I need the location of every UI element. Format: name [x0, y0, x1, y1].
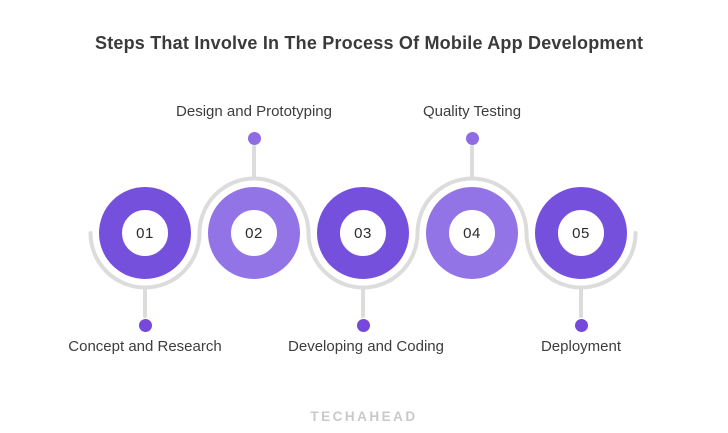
dot-step5: [574, 319, 588, 332]
step-number-02: 02: [245, 224, 263, 242]
page-title: Steps That Involve In The Process Of Mob…: [95, 33, 644, 53]
step-circle-05: 05: [535, 187, 627, 279]
step-number-04: 04: [463, 224, 481, 242]
step-circle-01: 01: [99, 187, 191, 279]
step-number-03: 03: [354, 224, 372, 242]
step-circle-02: 02: [208, 187, 300, 279]
step-label-quality-testing: Quality Testing: [422, 103, 522, 120]
techahead-logo: TECHAHEAD: [310, 409, 418, 424]
step-circle-03: 03: [317, 187, 409, 279]
step-label-concept-and-research: Concept and Research: [68, 338, 222, 355]
step-number-01: 01: [136, 224, 154, 242]
step-number-05: 05: [572, 224, 590, 242]
step-label-design-and-prototyping: Design and Prototyping: [176, 103, 332, 120]
dot-step3: [356, 319, 370, 332]
dot-step4: [465, 132, 479, 145]
step-label-developing-and-coding: Developing and Coding: [288, 338, 444, 355]
dot-step2: [247, 132, 261, 145]
dot-step1: [138, 319, 152, 332]
step-label-deployment: Deployment: [540, 338, 622, 355]
step-circle-04: 04: [426, 187, 518, 279]
